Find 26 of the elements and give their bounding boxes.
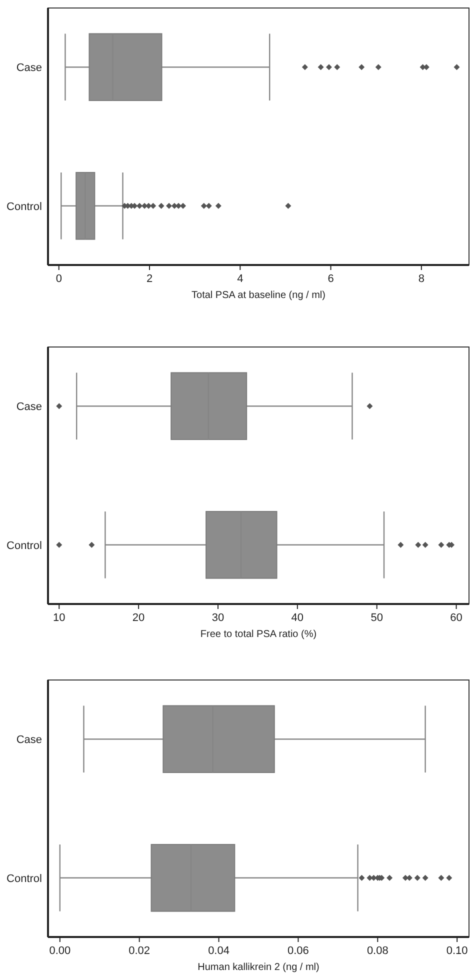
x-tick-label: 20 [132, 612, 145, 624]
y-tick-label: Control [6, 200, 42, 213]
x-tick-label: 6 [328, 273, 334, 285]
x-tick-label: 0.06 [288, 945, 309, 957]
y-tick-label: Case [16, 734, 42, 746]
x-axis-title: Human kallikrein 2 (ng / ml) [198, 962, 320, 973]
x-tick-label: 2 [146, 273, 153, 285]
x-tick-label: 0.00 [49, 945, 71, 957]
x-axis-title: Total PSA at baseline (ng / ml) [192, 290, 326, 301]
x-tick-label: 0.08 [366, 945, 388, 957]
y-tick-label: Control [6, 540, 42, 552]
x-tick-label: 0.02 [128, 945, 150, 957]
x-tick-label: 0 [56, 273, 62, 285]
x-tick-label: 0.04 [208, 945, 230, 957]
x-axis-title: Free to total PSA ratio (%) [200, 629, 317, 640]
x-tick-label: 4 [237, 273, 244, 285]
y-tick-label: Control [6, 872, 42, 885]
x-tick-label: 8 [418, 273, 424, 285]
x-tick-label: 30 [212, 612, 224, 624]
y-tick-label: Case [16, 62, 42, 74]
x-tick-label: 40 [291, 612, 304, 624]
x-tick-label: 50 [370, 612, 383, 624]
x-tick-label: 60 [450, 612, 462, 624]
x-tick-label: 0.10 [446, 945, 468, 957]
x-tick-label: 10 [52, 612, 66, 624]
y-tick-label: Case [16, 401, 42, 414]
